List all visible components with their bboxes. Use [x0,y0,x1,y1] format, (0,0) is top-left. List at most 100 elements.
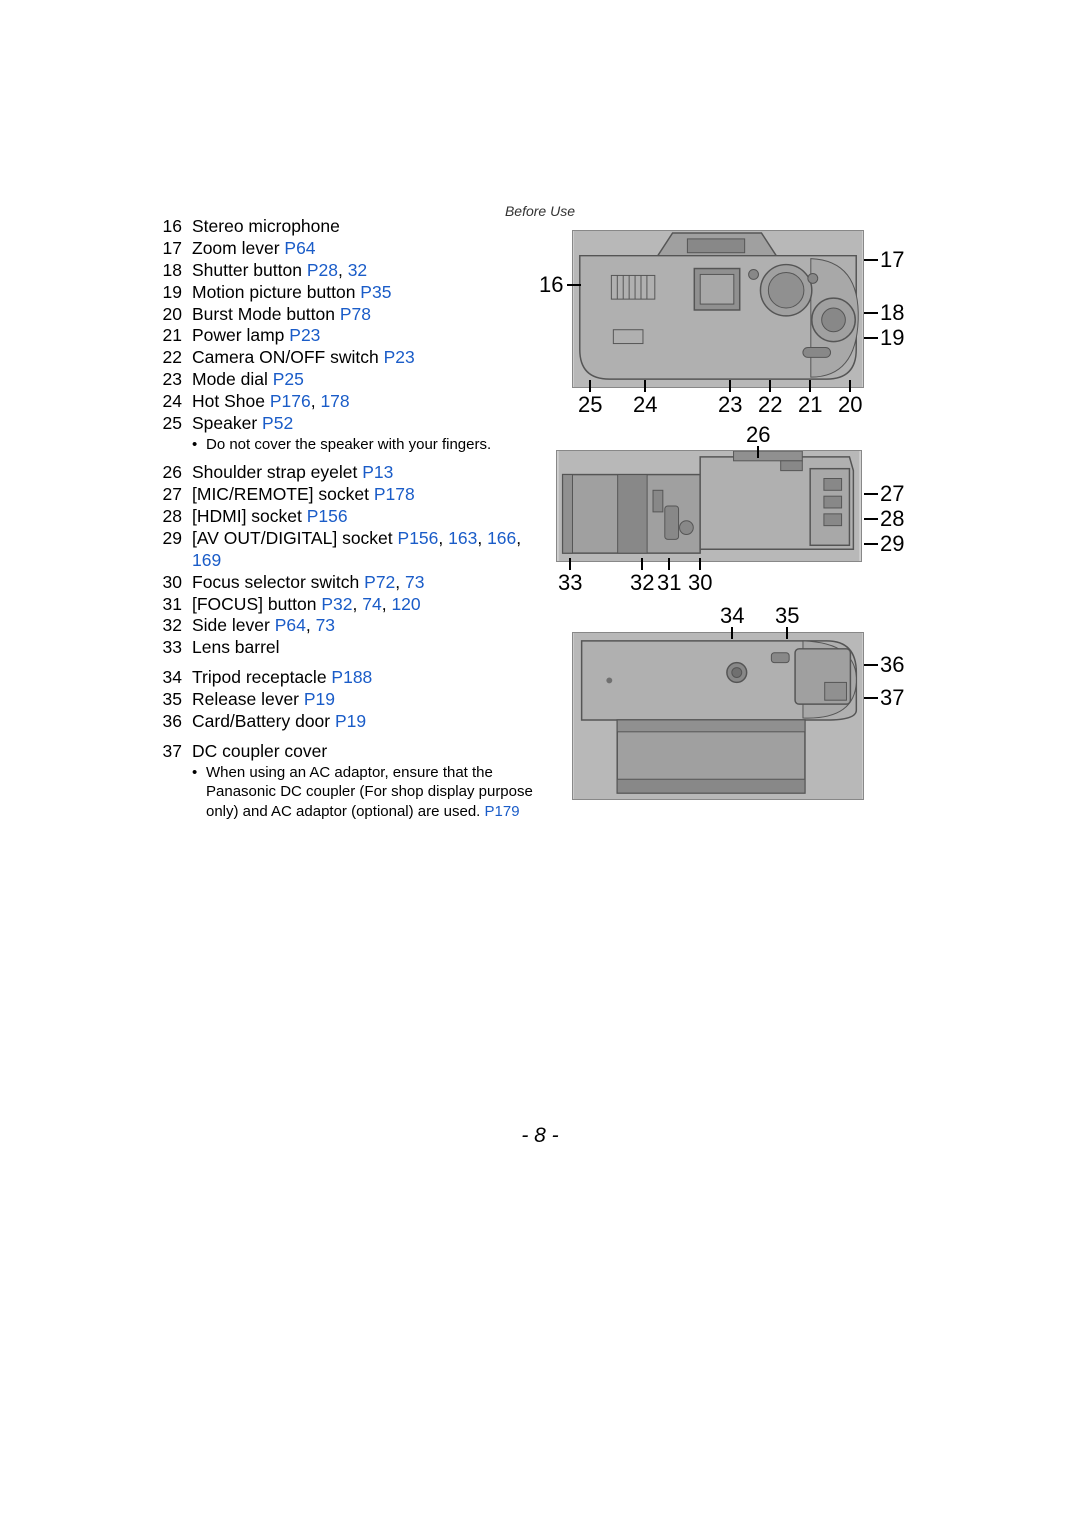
callout-leader [864,337,878,339]
callout-leader [864,697,878,699]
callout-leader [699,558,701,570]
item-text: Tripod receptacle P188 [192,667,532,689]
diagram-callout: 22 [758,392,782,418]
diagram-callout: 29 [880,531,904,557]
callout-leader [849,380,851,392]
page-ref-link[interactable]: P156 [307,506,348,526]
item-number: 34 [158,667,192,689]
diagram-callout: 36 [880,652,904,678]
item-number: 35 [158,689,192,711]
item-text: [AV OUT/DIGITAL] socket P156, 163, 166, … [192,528,532,572]
page-ref-link[interactable]: P156 [398,528,439,548]
diagram-callout: 30 [688,570,712,596]
callout-leader [641,558,643,570]
item-text: Lens barrel [192,637,532,659]
item-text: Power lamp P23 [192,325,532,347]
diagram-callout: 18 [880,300,904,326]
callout-leader [589,380,591,392]
callout-leader [864,312,878,314]
item-text: [MIC/REMOTE] socket P178 [192,484,532,506]
item-text: Motion picture button P35 [192,282,532,304]
item-text: Focus selector switch P72, 73 [192,572,532,594]
callout-leader [864,543,878,545]
page-ref-link[interactable]: P32 [321,594,352,614]
page-ref-link[interactable]: 166 [487,528,516,548]
item-number: 26 [158,462,192,484]
callout-leader [864,259,878,261]
item-text: Shoulder strap eyelet P13 [192,462,532,484]
item-number: 20 [158,304,192,326]
item-number: 21 [158,325,192,347]
item-text: Stereo microphone [192,216,532,238]
page-ref-link[interactable]: P179 [485,803,520,820]
page-number: - 8 - [0,1124,1080,1148]
callout-leader [757,446,759,458]
item-number: 25 [158,413,192,435]
page-ref-link[interactable]: P64 [275,615,306,635]
page-ref-link[interactable]: P72 [364,572,395,592]
diagram-callout: 17 [880,247,904,273]
page-ref-link[interactable]: P13 [362,462,393,482]
page-ref-link[interactable]: P52 [262,413,293,433]
item-text: Zoom lever P64 [192,238,532,260]
callout-leader [731,627,733,639]
page-ref-link[interactable]: P176 [270,391,311,411]
diagram-callout: 16 [539,272,563,298]
callout-leader [668,558,670,570]
camera-side-diagram [556,450,862,562]
page-ref-link[interactable]: P23 [384,347,415,367]
item-text: [HDMI] socket P156 [192,506,532,528]
page-ref-link[interactable]: 178 [320,391,349,411]
item-text: Shutter button P28, 32 [192,260,532,282]
page-ref-link[interactable]: 73 [405,572,424,592]
diagram-callout: 31 [657,570,681,596]
item-number: 37 [158,741,192,763]
camera-top-diagram [572,230,864,388]
page-ref-link[interactable]: 32 [348,260,367,280]
diagram-callout: 19 [880,325,904,351]
callout-leader [644,380,646,392]
diagram-callout: 26 [746,422,770,448]
item-number: 28 [158,506,192,528]
item-number: 32 [158,615,192,637]
page-ref-link[interactable]: P188 [331,667,372,687]
item-number: 30 [158,572,192,594]
item-text: Burst Mode button P78 [192,304,532,326]
page-ref-link[interactable]: 163 [448,528,477,548]
item-text: DC coupler cover [192,741,532,763]
diagram-callout: 34 [720,603,744,629]
item-text: Side lever P64, 73 [192,615,532,637]
page-ref-link[interactable]: 169 [192,550,221,570]
callout-leader [729,380,731,392]
page-ref-link[interactable]: P23 [289,325,320,345]
diagram-callout: 20 [838,392,862,418]
page-ref-link[interactable]: 74 [362,594,381,614]
item-text: Hot Shoe P176, 178 [192,391,532,413]
callout-leader [809,380,811,392]
list-item: 31[FOCUS] button P32, 74, 120 [158,594,928,616]
item-number: 31 [158,594,192,616]
page-ref-link[interactable]: P64 [284,238,315,258]
page-ref-link[interactable]: P28 [307,260,338,280]
item-text: Speaker P52 [192,413,532,435]
page-ref-link[interactable]: P25 [273,369,304,389]
callout-leader [786,627,788,639]
item-text: Mode dial P25 [192,369,532,391]
item-number: 29 [158,528,192,550]
item-number: 36 [158,711,192,733]
page-ref-link[interactable]: P19 [304,689,335,709]
item-number: 24 [158,391,192,413]
diagram-callout: 35 [775,603,799,629]
item-text: Camera ON/OFF switch P23 [192,347,532,369]
item-number: 19 [158,282,192,304]
diagram-callout: 21 [798,392,822,418]
page-ref-link[interactable]: P178 [374,484,415,504]
page-ref-link[interactable]: P35 [360,282,391,302]
callout-leader [567,284,581,286]
page-ref-link[interactable]: P78 [340,304,371,324]
page-ref-link[interactable]: P19 [335,711,366,731]
item-text: Card/Battery door P19 [192,711,532,733]
page-ref-link[interactable]: 73 [316,615,335,635]
page-ref-link[interactable]: 120 [391,594,420,614]
item-number: 16 [158,216,192,238]
